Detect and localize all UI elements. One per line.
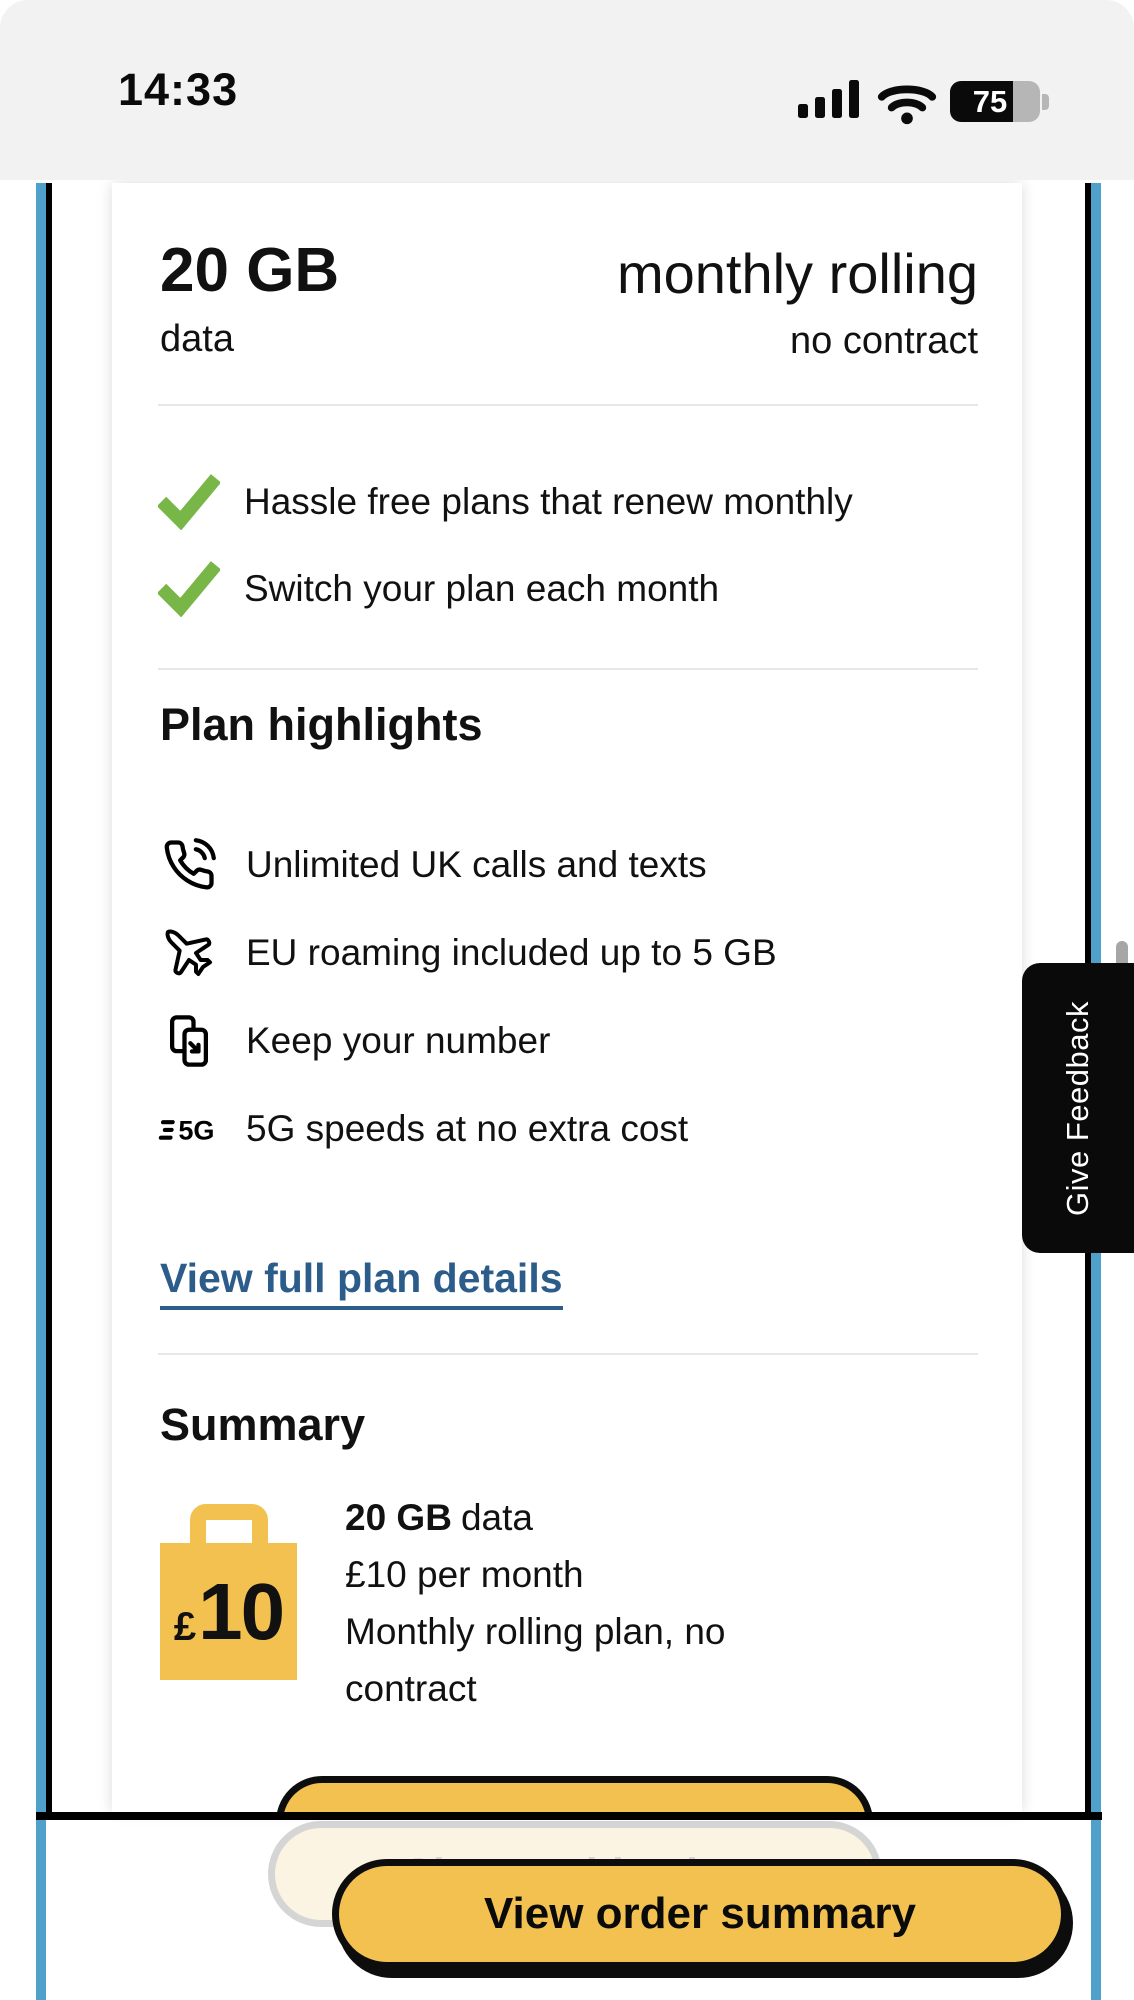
plan-data-amount: 20 GB (160, 236, 340, 305)
5g-icon-text: 5G (178, 1115, 214, 1146)
frame-line-blue-left (36, 183, 46, 2000)
highlight-row: 5G 5G speeds at no extra cost (158, 1096, 988, 1162)
highlight-row: EU roaming included up to 5 GB (158, 920, 988, 986)
view-full-plan-details-link[interactable]: View full plan details (160, 1255, 563, 1310)
highlight-label: EU roaming included up to 5 GB (246, 932, 777, 973)
frame-line-bottom (36, 1812, 1102, 1820)
status-time: 14:33 (118, 64, 239, 115)
summary-title: Summary (160, 1399, 366, 1450)
benefit-label: Switch your plan each month (244, 568, 720, 609)
plan-data-block: 20 GB data (160, 240, 339, 361)
highlight-row: Keep your number (158, 1008, 988, 1074)
wifi-icon (877, 85, 937, 125)
summary-line-plan: Monthly rolling plan, no contract (345, 1611, 726, 1709)
battery-nub (1042, 93, 1049, 110)
summary-text: 20 GB data £10 per month Monthly rolling … (345, 1489, 805, 1717)
benefit-row: Hassle free plans that renew monthly (158, 470, 988, 534)
signal-bars-icon (798, 80, 859, 118)
give-feedback-tab[interactable]: Give Feedback (1022, 963, 1134, 1253)
benefit-label: Hassle free plans that renew monthly (244, 481, 853, 522)
summary-line-data: 20 GB data (345, 1497, 533, 1538)
give-feedback-label: Give Feedback (1060, 1000, 1095, 1216)
phone-icon (158, 838, 220, 892)
divider (158, 1353, 978, 1355)
plan-data-label: data (160, 318, 234, 360)
5g-icon: 5G (158, 1106, 220, 1152)
status-bar: 14:33 75 (0, 0, 1134, 180)
plan-contract-label: no contract (790, 320, 978, 362)
battery-percent: 75 (972, 83, 1008, 119)
frame-line-black-left (46, 183, 52, 1816)
plan-card: 20 GB data monthly rolling no contract H… (112, 183, 1022, 1812)
benefit-row: Switch your plan each month (158, 557, 988, 621)
divider (158, 404, 978, 406)
plan-highlights-title: Plan highlights (160, 699, 483, 750)
price-currency: £ (173, 1605, 197, 1649)
check-icon (158, 474, 220, 530)
plan-type-block: monthly rolling no contract (617, 246, 978, 363)
highlight-label: 5G speeds at no extra cost (246, 1108, 689, 1149)
choose-this-plan-button[interactable]: Choose this plan (276, 1776, 873, 1812)
plane-icon (158, 925, 220, 981)
price-bag-icon: £10 (160, 1543, 297, 1680)
view-order-summary-button[interactable]: View order summary (332, 1859, 1068, 1969)
check-icon (158, 561, 220, 617)
highlight-row: Unlimited UK calls and texts (158, 832, 988, 898)
divider (158, 668, 978, 670)
price-amount: 10 (198, 1566, 285, 1656)
phones-transfer-icon (158, 1012, 220, 1070)
summary-line-price: £10 per month (345, 1554, 584, 1595)
battery-icon: 75 (950, 81, 1049, 122)
plan-type: monthly rolling (616, 242, 978, 305)
highlight-label: Unlimited UK calls and texts (246, 844, 707, 885)
highlight-label: Keep your number (246, 1020, 551, 1061)
